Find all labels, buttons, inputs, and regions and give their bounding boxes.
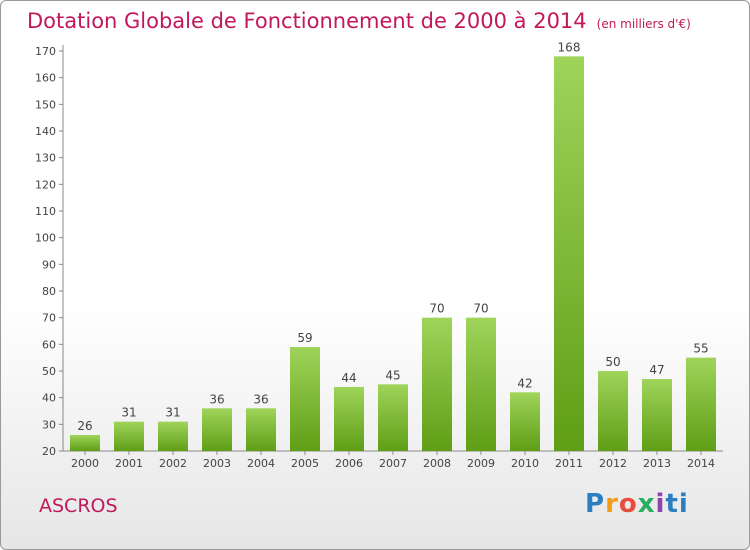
bar <box>290 347 320 451</box>
bar-value-label: 36 <box>209 392 224 406</box>
bar <box>202 408 232 451</box>
x-tick-label: 2007 <box>379 457 407 470</box>
x-tick-label: 2003 <box>203 457 231 470</box>
bar <box>334 387 364 451</box>
bar <box>70 435 100 451</box>
bar <box>598 371 628 451</box>
logo-letter: o <box>618 489 638 519</box>
bar-value-label: 47 <box>649 363 664 377</box>
x-tick-label: 2002 <box>159 457 187 470</box>
bar-value-label: 168 <box>558 40 581 54</box>
bar <box>422 317 452 451</box>
y-tick-label: 80 <box>42 285 56 298</box>
x-tick-label: 2010 <box>511 457 539 470</box>
bars: 26 31 31 36 36 59 44 45 70 70 42 168 50 47 55 <box>70 40 716 451</box>
y-tick-label: 120 <box>35 178 56 191</box>
y-tick-label: 70 <box>42 312 56 325</box>
bar-value-label: 45 <box>385 368 400 382</box>
x-tick-label: 2006 <box>335 457 363 470</box>
bar <box>158 421 188 451</box>
axes: 20 30 40 50 60 70 80 90 100 110 120 130 140 150 160 170… <box>35 45 723 470</box>
bar <box>114 421 144 451</box>
proxiti-logo[interactable]: Proxiti <box>585 489 689 519</box>
y-tick-label: 50 <box>42 365 56 378</box>
y-tick-label: 160 <box>35 72 56 85</box>
y-tick-label: 150 <box>35 98 56 111</box>
y-tick-label: 130 <box>35 152 56 165</box>
bar-value-label: 70 <box>473 302 488 316</box>
x-tick-label: 2001 <box>115 457 143 470</box>
y-tick-label: 140 <box>35 125 56 138</box>
x-tick-label: 2008 <box>423 457 451 470</box>
bar-value-label: 42 <box>517 376 532 390</box>
logo-letter: i <box>655 489 666 519</box>
logo-letter: r <box>605 489 619 519</box>
bar <box>466 317 496 451</box>
bar-value-label: 50 <box>605 355 620 369</box>
bar-value-label: 36 <box>253 392 268 406</box>
bar <box>686 357 716 451</box>
y-tick-label: 20 <box>42 445 56 458</box>
chart-title-text: Dotation Globale de Fonctionnement de 20… <box>27 9 587 33</box>
bar-value-label: 70 <box>429 302 444 316</box>
bar-value-label: 26 <box>77 419 92 433</box>
logo-letter: P <box>585 489 606 519</box>
y-tick-label: 170 <box>35 45 56 58</box>
bar <box>642 379 672 451</box>
bar <box>378 384 408 451</box>
x-tick-label: 2004 <box>247 457 275 470</box>
x-tick-label: 2011 <box>555 457 583 470</box>
x-tick-label: 2005 <box>291 457 319 470</box>
x-tick-label: 2013 <box>643 457 671 470</box>
bar-value-label: 44 <box>341 371 356 385</box>
x-tick-label: 2009 <box>467 457 495 470</box>
bar-value-label: 31 <box>165 406 180 420</box>
chart-title: Dotation Globale de Fonctionnement de 20… <box>27 9 691 33</box>
y-tick-label: 30 <box>42 418 56 431</box>
bar-value-label: 55 <box>693 342 708 356</box>
bar-value-label: 59 <box>297 331 312 345</box>
logo-letter: x <box>637 489 656 519</box>
bar <box>246 408 276 451</box>
y-tick-label: 100 <box>35 232 56 245</box>
bar-value-label: 31 <box>121 406 136 420</box>
bar <box>510 392 540 451</box>
y-tick-label: 40 <box>42 392 56 405</box>
logo-letter: ti <box>665 489 689 519</box>
commune-name: ASCROS <box>39 495 118 517</box>
x-tick-label: 2012 <box>599 457 627 470</box>
bar <box>554 56 584 451</box>
x-tick-label: 2014 <box>687 457 715 470</box>
y-tick-label: 90 <box>42 258 56 271</box>
x-tick-label: 2000 <box>71 457 99 470</box>
chart-subtitle: (en milliers d'€) <box>596 17 691 31</box>
y-tick-label: 110 <box>35 205 56 218</box>
y-tick-label: 60 <box>42 338 56 351</box>
